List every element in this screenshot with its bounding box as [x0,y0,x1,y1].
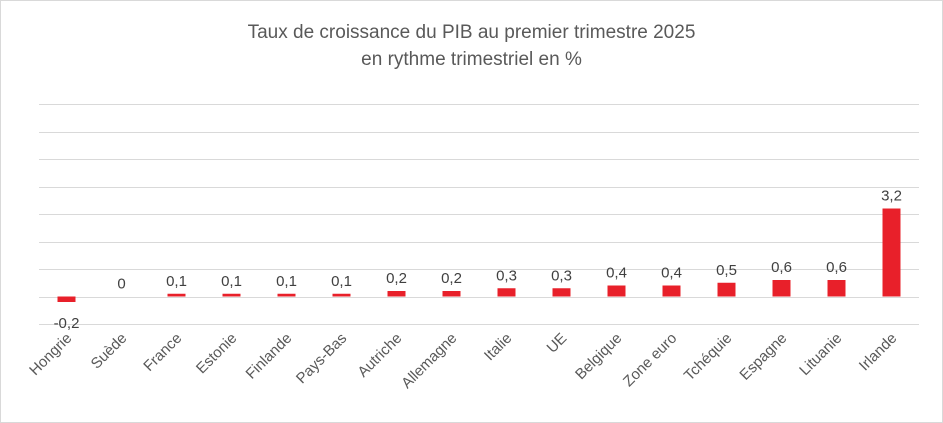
bar-espagne [772,280,791,297]
value-label: 0,1 [166,273,187,290]
category-labels: Hongrie Suède France Estonie FinlandePays-Ba… [26,330,900,392]
category-label: Espagne [736,330,790,384]
value-label: -0,2 [54,315,80,332]
category-label: Estonie [193,330,240,377]
bar-pays-bas [332,293,351,297]
value-labels: -0,2 0 0,1 0,1 0,1 0,1 0,2 0,2 0,3 0,3 0,4 0,4 0,5 0,… [54,188,902,333]
value-label: 0,1 [276,273,297,290]
bar-estonie [222,293,241,297]
value-label: 0,2 [441,270,462,287]
bar-italie [497,288,516,297]
bar-hongrie [57,296,76,302]
category-label: Zone euro [620,330,680,390]
value-label: 0,1 [221,273,242,290]
category-label: Suède [88,330,131,373]
value-label: 3,2 [881,188,902,205]
bar-tchéquie [717,282,736,297]
bar-lituanie [827,280,846,297]
bar-zone-euro [662,285,681,297]
chart-title-line-2: en rythme trimestriel en % [361,49,582,70]
category-label: Italie [481,330,515,364]
bar-irlande [882,208,901,297]
value-label: 0,3 [551,267,572,284]
chart-title: Taux de croissance du PIB au premier tri… [1,19,942,73]
bar-france [167,293,186,297]
chart-title-line-1: Taux de croissance du PIB au premier tri… [247,22,696,43]
value-label: 0,6 [771,259,792,276]
category-label: Pays-Bas [293,330,350,387]
category-label: France [140,330,185,375]
value-label: 0,4 [606,265,627,282]
value-label: 0,6 [826,259,847,276]
category-label: UE [544,330,571,357]
category-label: Belgique [572,330,625,383]
category-label: Tchéquie [681,330,735,384]
value-label: 0,4 [661,265,682,282]
value-label: 0,5 [716,262,737,279]
bar-belgique [607,285,626,297]
bar-ue [552,288,571,297]
value-label: 0,2 [386,270,407,287]
category-label: Hongrie [26,330,75,379]
gridlines [39,104,919,325]
category-label: Autriche [354,330,405,381]
bar-autriche [387,291,406,297]
category-label: Finlande [243,330,296,383]
category-label: Lituanie [796,330,845,379]
value-label: 0 [117,276,125,293]
value-label: 0,1 [331,273,352,290]
bar-allemagne [442,291,461,297]
bars [57,208,901,302]
category-label: Allemagne [398,330,460,392]
bar-finlande [277,293,296,297]
value-label: 0,3 [496,267,517,284]
category-label: Irlande [856,330,900,374]
